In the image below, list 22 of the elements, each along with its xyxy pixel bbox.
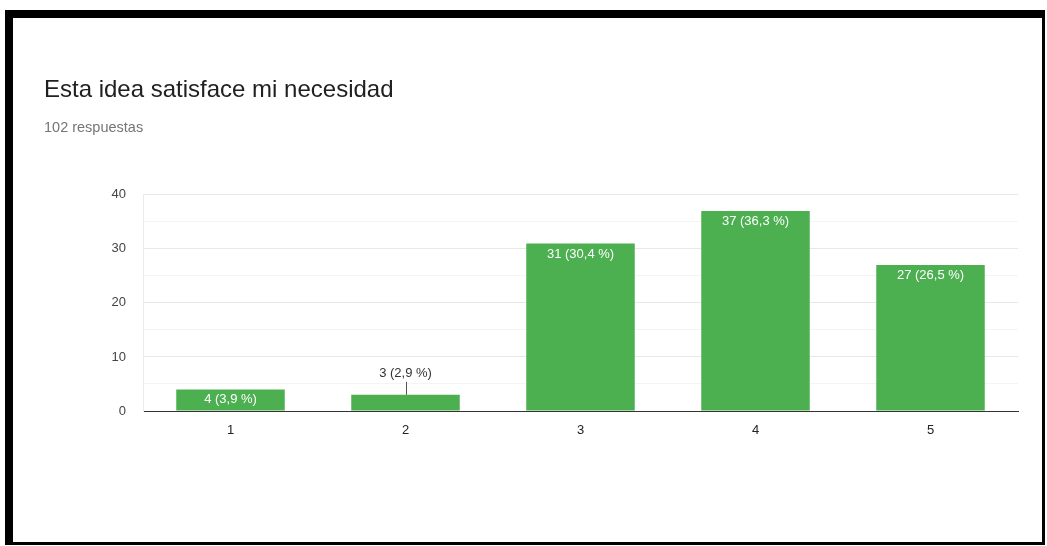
y-tick-label: 0	[118, 402, 126, 418]
data-label: 37 (36,3 %)	[721, 213, 790, 229]
data-label: 31 (30,4 %)	[546, 245, 615, 261]
x-tick-label: 1	[226, 422, 235, 438]
chart-title: Esta idea satisface mi necesidad	[44, 75, 394, 103]
y-tick-label: 20	[111, 294, 126, 310]
y-tick-label: 30	[111, 240, 126, 256]
y-tick-label: 10	[111, 348, 126, 364]
x-tick-label: 5	[926, 422, 935, 438]
x-tick-label: 3	[576, 422, 585, 438]
bar	[876, 265, 985, 411]
data-label: 3 (2,9 %)	[379, 364, 432, 380]
bar	[351, 394, 460, 411]
bar	[526, 243, 635, 411]
bar	[176, 389, 285, 411]
x-tick-label: 2	[401, 422, 410, 438]
chart-subtitle: 102 respuestas	[44, 118, 144, 136]
y-tick-label: 40	[111, 186, 126, 202]
bar	[701, 211, 810, 411]
data-label: 4 (3,9 %)	[204, 391, 257, 407]
data-label: 27 (26,5 %)	[896, 267, 965, 283]
x-tick-label: 4	[751, 422, 760, 438]
